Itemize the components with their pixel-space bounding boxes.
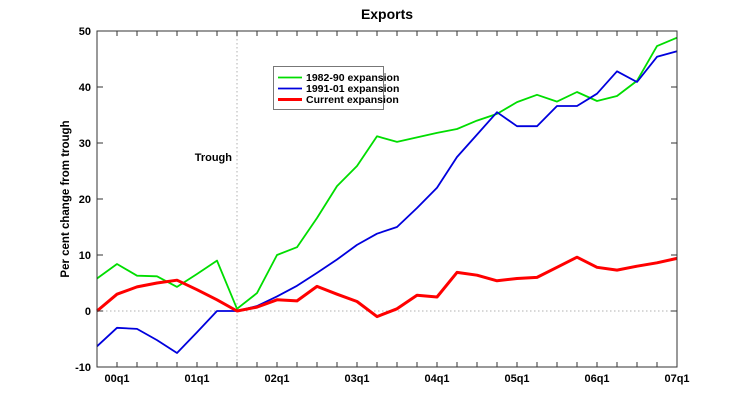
y-tick-0: 0 xyxy=(85,306,91,318)
y-tick-50: 50 xyxy=(79,26,91,38)
x-tick-labels: 00q1 01q1 02q1 03q1 04q1 05q1 06q1 07q1 xyxy=(104,373,689,385)
chart-title: Exports xyxy=(361,6,413,22)
y-tick-40: 40 xyxy=(79,82,91,94)
x-tick-07q1: 07q1 xyxy=(664,373,689,385)
legend-label-1982-90: 1982-90 expansion xyxy=(306,72,399,84)
y-tick-10: 10 xyxy=(79,250,91,262)
x-tick-02q1: 02q1 xyxy=(264,373,289,385)
y-tick-m10: -10 xyxy=(75,362,91,374)
y-tick-labels: 50 40 30 20 10 0 -10 xyxy=(75,26,91,374)
x-tick-01q1: 01q1 xyxy=(184,373,209,385)
x-tick-03q1: 03q1 xyxy=(344,373,369,385)
series-line-0 xyxy=(96,36,678,310)
y-tick-30: 30 xyxy=(79,138,91,150)
axis-ticks xyxy=(96,30,678,368)
legend-label-current: Current expansion xyxy=(306,94,399,106)
x-tick-00q1: 00q1 xyxy=(104,373,129,385)
y-tick-20: 20 xyxy=(79,194,91,206)
x-tick-05q1: 05q1 xyxy=(504,373,529,385)
series-group xyxy=(96,36,678,354)
trough-annotation: Trough xyxy=(195,152,233,164)
x-tick-06q1: 06q1 xyxy=(584,373,609,385)
series-line-2 xyxy=(96,255,678,319)
y-axis-label: Per cent change from trough xyxy=(60,120,72,277)
series-line-1 xyxy=(96,50,678,354)
legend: 1982-90 expansion 1991-01 expansion Curr… xyxy=(273,66,399,110)
x-tick-04q1: 04q1 xyxy=(424,373,449,385)
legend-label-1991-01: 1991-01 expansion xyxy=(306,83,399,95)
